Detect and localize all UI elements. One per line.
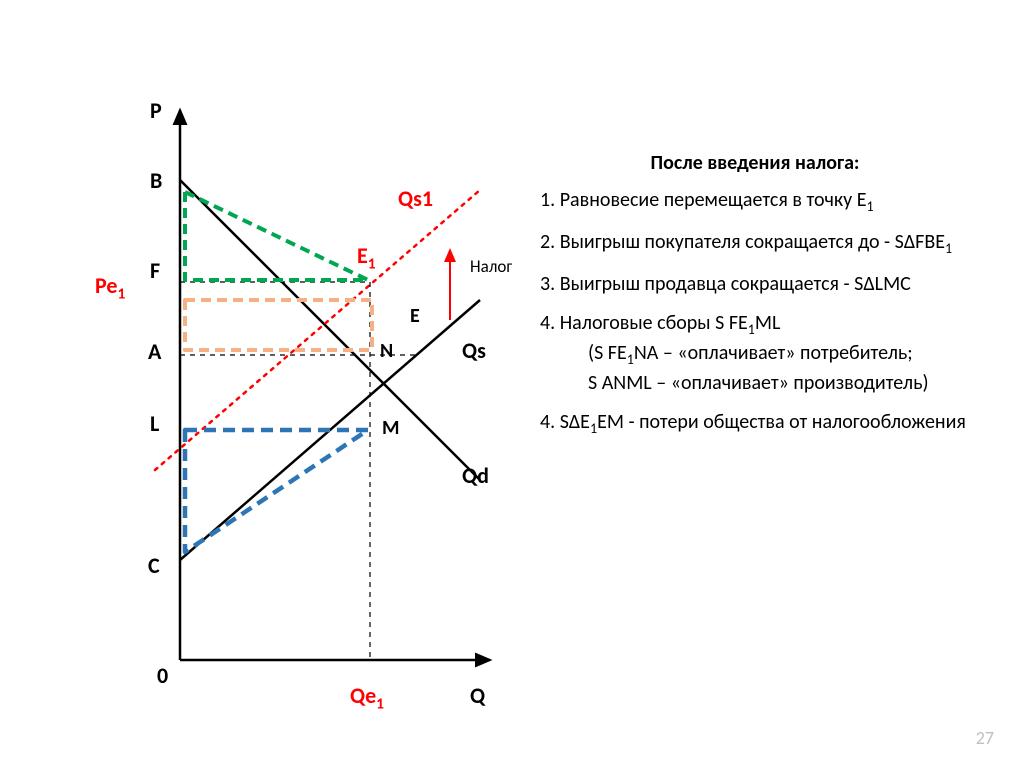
right-item-2: 3. Выигрыш продавца сокращается - SΔLMC (540, 271, 970, 298)
page-number: 27 (976, 727, 994, 749)
label-Qs1: Qs1 (398, 185, 433, 212)
label-P: P (150, 97, 162, 124)
label-A: A (148, 338, 161, 365)
right-panel: После введения налога: 1. Равновесие пер… (540, 150, 970, 450)
label-Qe1: Qe1 (350, 682, 384, 713)
right-item-1: 2. Выигрыш покупателя сокращается до - S… (540, 229, 970, 259)
label-M: M (382, 416, 399, 440)
right-item-0: 1. Равновесие перемещается в точку E1 (540, 187, 970, 217)
label-Q: Q (470, 682, 485, 709)
right-item-4: 4. SΔE1EM - потери общества от налогообл… (540, 409, 970, 439)
label-Tax: Налог (470, 256, 512, 277)
right-title: После введения налога: (540, 150, 970, 177)
label-F: F (150, 257, 160, 284)
label-B: B (150, 167, 162, 194)
label-Pe1: Pe1 (95, 272, 125, 303)
label-Qd: Qd (462, 462, 489, 489)
stage: После введения налога: 1. Равновесие пер… (0, 0, 1024, 767)
label-zero: 0 (157, 662, 168, 689)
right-item-3: 4. Налоговые сборы S FE1ML(S FE1NA – «оп… (540, 310, 970, 397)
label-E: E (410, 304, 420, 328)
label-L: L (150, 410, 159, 437)
label-Qs: Qs (462, 337, 486, 364)
label-E1: E1 (357, 242, 376, 273)
label-C: C (148, 552, 160, 579)
label-N: N (380, 339, 393, 363)
right-list: 1. Равновесие перемещается в точку E1 2. … (540, 187, 970, 438)
